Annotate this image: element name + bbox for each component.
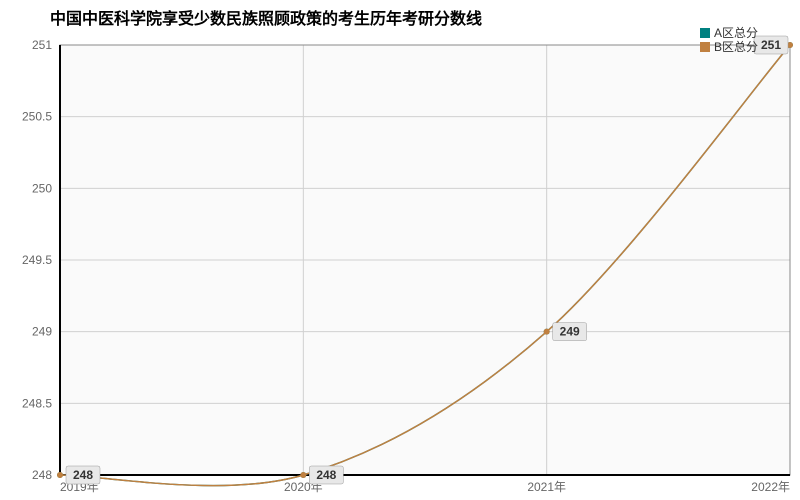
series-marker: [300, 472, 306, 478]
legend-swatch: [700, 42, 710, 52]
series-marker: [57, 472, 63, 478]
x-tick-label: 2022年: [751, 480, 790, 494]
legend-swatch: [700, 28, 710, 38]
y-tick-label: 250: [32, 181, 52, 195]
y-tick-label: 248.5: [22, 396, 52, 410]
data-label: 248: [73, 468, 93, 482]
data-label: 251: [761, 38, 781, 52]
y-tick-label: 251: [32, 38, 52, 52]
chart-title: 中国中医科学院享受少数民族照顾政策的考生历年考研分数线: [50, 9, 482, 28]
y-tick-label: 249.5: [22, 253, 52, 267]
y-tick-label: 249: [32, 325, 52, 339]
legend-label: A区总分: [714, 26, 758, 40]
chart-container: 248248.5249249.5250250.52512019年2020年202…: [0, 0, 800, 500]
y-tick-label: 248: [32, 468, 52, 482]
line-chart: 248248.5249249.5250250.52512019年2020年202…: [0, 0, 800, 500]
legend-label: B区总分: [714, 40, 758, 54]
series-marker: [544, 329, 550, 335]
data-label: 248: [316, 468, 336, 482]
y-tick-label: 250.5: [22, 110, 52, 124]
data-label: 249: [560, 325, 580, 339]
x-tick-label: 2021年: [527, 480, 566, 494]
